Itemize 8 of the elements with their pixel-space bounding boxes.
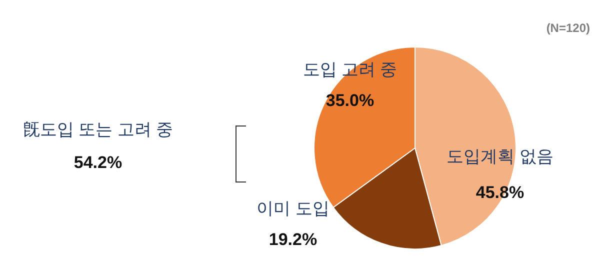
text: (N=120) — [546, 21, 590, 35]
slice-label: 이미 도입 — [256, 199, 330, 218]
data-label: 19.2% — [268, 230, 318, 249]
data-label: 35.0% — [326, 91, 374, 110]
text: 旣도입 또는 고려 중 — [22, 120, 174, 139]
text: 54.2% — [74, 153, 122, 172]
slice-label: 도입계획 없음 — [446, 147, 554, 166]
data-label: 45.8% — [476, 183, 524, 202]
